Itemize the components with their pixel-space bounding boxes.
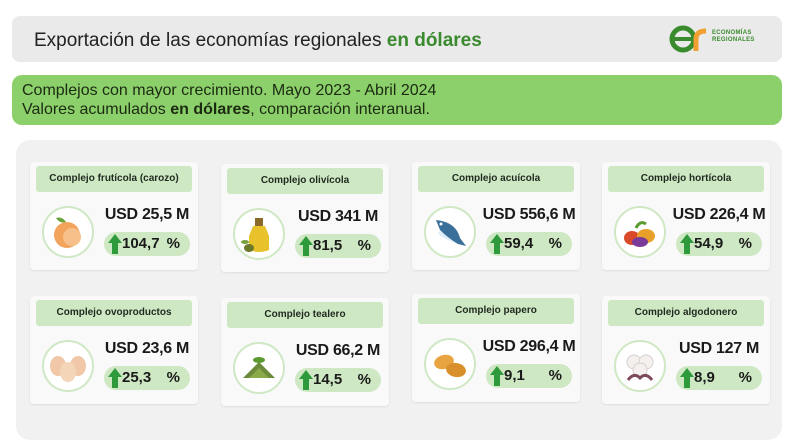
complex-name: Complejo algodonero	[608, 300, 764, 326]
complex-card: Complejo algodonero USD 127 M 8,9 %	[602, 296, 770, 404]
title-prefix: Exportación de las economías regionales	[34, 30, 382, 51]
growth-badge: 14,5 %	[295, 368, 381, 392]
complex-name: Complejo ovoproductos	[36, 300, 192, 326]
growth-unit: %	[166, 369, 180, 386]
subtitle-line-2-prefix: Valores acumulados	[22, 101, 166, 118]
export-amount: USD 23,6 M	[104, 340, 190, 357]
growth-value: 25,3	[122, 369, 152, 386]
complex-name: Complejo olivícola	[227, 168, 383, 194]
complex-name: Complejo hortícola	[608, 166, 764, 192]
growth-unit: %	[738, 235, 752, 252]
growth-value: 59,4	[504, 235, 534, 252]
tea-icon	[233, 342, 285, 394]
economias-regionales-logo: ECONOMÍAS REGIONALES	[668, 21, 768, 57]
growth-value: 104,7	[122, 235, 160, 252]
growth-badge: 81,5 %	[295, 234, 381, 258]
title-bar: Exportación de las economías regionales …	[12, 16, 782, 62]
arrow-up-icon	[490, 234, 504, 254]
logo-line-2: REGIONALES	[712, 37, 755, 43]
arrow-up-icon	[680, 368, 694, 388]
complex-card: Complejo frutícola (carozo) USD 25,5 M 1…	[30, 162, 198, 270]
complexes-panel: Complejo frutícola (carozo) USD 25,5 M 1…	[16, 140, 782, 440]
growth-value: 14,5	[313, 371, 343, 388]
cotton-icon	[614, 340, 666, 392]
olive-oil-icon	[233, 208, 285, 260]
growth-unit: %	[738, 369, 752, 386]
growth-badge: 9,1 %	[486, 364, 572, 388]
eggs-icon	[42, 340, 94, 392]
vegetables-icon	[614, 206, 666, 258]
subtitle-line-2: Valores acumulados en dólares, comparaci…	[22, 100, 772, 119]
growth-unit: %	[357, 371, 371, 388]
arrow-up-icon	[490, 366, 504, 386]
fish-icon	[424, 206, 476, 258]
peach-icon	[42, 206, 94, 258]
subtitle-banner: Complejos con mayor crecimiento. Mayo 20…	[12, 75, 782, 125]
export-amount: USD 226,4 M	[672, 206, 766, 223]
potato-icon	[424, 338, 476, 390]
complex-name: Complejo papero	[418, 298, 574, 324]
complex-name: Complejo frutícola (carozo)	[36, 166, 192, 192]
subtitle-line-2-suffix: , comparación interanual.	[250, 101, 430, 118]
growth-badge: 25,3 %	[104, 366, 190, 390]
growth-unit: %	[357, 237, 371, 254]
growth-badge: 54,9 %	[676, 232, 762, 256]
export-amount: USD 296,4 M	[482, 338, 576, 355]
complex-name: Complejo acuícola	[418, 166, 574, 192]
complex-card: Complejo ovoproductos USD 23,6 M 25,3 %	[30, 296, 198, 404]
growth-unit: %	[548, 367, 562, 384]
export-amount: USD 127 M	[679, 340, 759, 357]
logo-mark-icon	[669, 25, 707, 53]
complex-card: Complejo acuícola USD 556,6 M 59,4 %	[412, 162, 580, 270]
growth-value: 8,9	[694, 369, 715, 386]
arrow-up-icon	[108, 368, 122, 388]
growth-badge: 59,4 %	[486, 232, 572, 256]
arrow-up-icon	[108, 234, 122, 254]
logo-line-1: ECONOMÍAS	[712, 30, 752, 36]
growth-unit: %	[548, 235, 562, 252]
page-title: Exportación de las economías regionales …	[34, 30, 482, 52]
growth-value: 54,9	[694, 235, 724, 252]
growth-value: 9,1	[504, 367, 525, 384]
complex-card: Complejo papero USD 296,4 M 9,1 %	[412, 294, 580, 402]
subtitle-line-2-bold: en dólares	[170, 101, 251, 118]
complex-card: Complejo olivícola USD 341 M 81,5 %	[221, 164, 389, 272]
title-highlight: en dólares	[386, 30, 482, 51]
growth-unit: %	[166, 235, 180, 252]
subtitle-line-1: Complejos con mayor crecimiento. Mayo 20…	[22, 82, 437, 99]
arrow-up-icon	[680, 234, 694, 254]
complex-name: Complejo tealero	[227, 302, 383, 328]
export-amount: USD 66,2 M	[295, 342, 381, 359]
growth-badge: 8,9 %	[676, 366, 762, 390]
complex-card: Complejo hortícola USD 226,4 M 54,9 %	[602, 162, 770, 270]
growth-value: 81,5	[313, 237, 343, 254]
complex-card: Complejo tealero USD 66,2 M 14,5 %	[221, 298, 389, 406]
export-amount: USD 556,6 M	[482, 206, 576, 223]
export-amount: USD 341 M	[298, 208, 378, 225]
arrow-up-icon	[299, 236, 313, 256]
arrow-up-icon	[299, 370, 313, 390]
logo-label: ECONOMÍAS REGIONALES	[712, 30, 755, 44]
growth-badge: 104,7 %	[104, 232, 190, 256]
export-amount: USD 25,5 M	[104, 206, 190, 223]
